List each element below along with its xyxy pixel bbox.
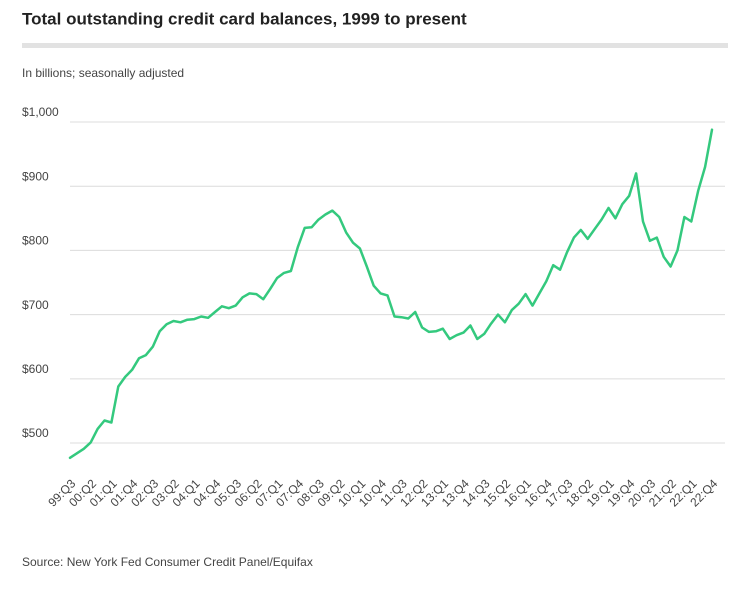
chart-title: Total outstanding credit card balances, … xyxy=(22,9,467,28)
chart-subtitle: In billions; seasonally adjusted xyxy=(22,66,184,80)
y-tick-label: $700 xyxy=(22,298,49,312)
data-line xyxy=(68,128,714,460)
y-tick-label: $900 xyxy=(22,169,49,183)
y-tick-label: $1,000 xyxy=(22,105,59,119)
title-rule xyxy=(22,43,728,48)
y-tick-label: $600 xyxy=(22,362,49,376)
y-tick-label: $500 xyxy=(22,426,49,440)
source-note: Source: New York Fed Consumer Credit Pan… xyxy=(22,555,313,569)
y-tick-label: $800 xyxy=(22,234,49,248)
